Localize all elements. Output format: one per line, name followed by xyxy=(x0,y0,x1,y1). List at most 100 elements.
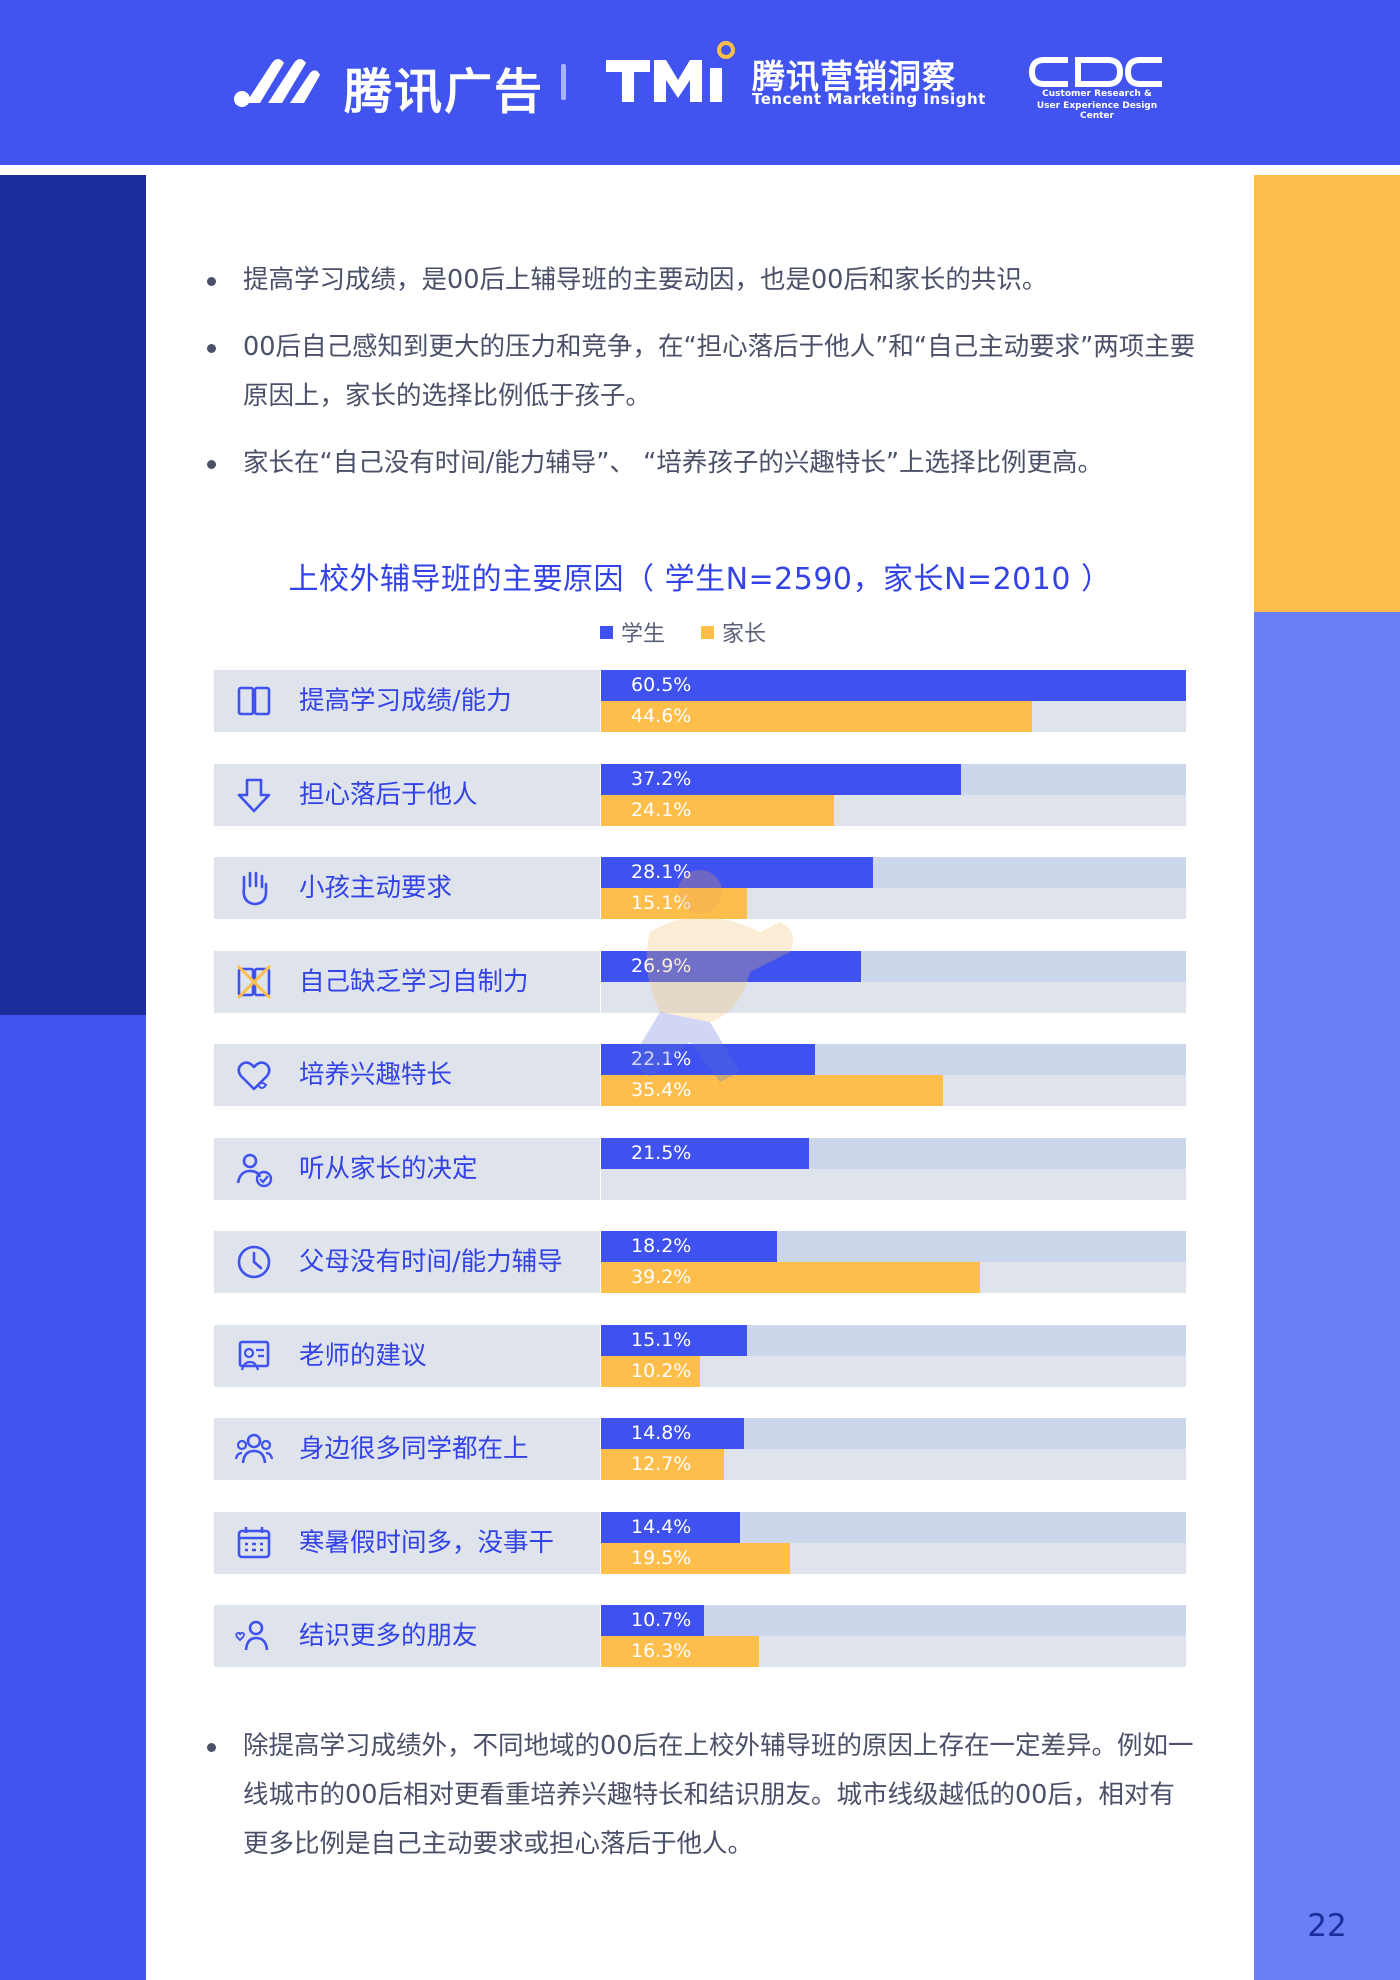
group-icon xyxy=(234,1433,274,1464)
student-bar-track: 37.2% xyxy=(601,763,1186,795)
category-label: 提高学习成绩/能力 xyxy=(299,686,512,716)
parent-bar xyxy=(601,794,834,826)
clock-icon xyxy=(237,1245,271,1279)
legend-item-parent: 家长 xyxy=(701,616,766,648)
chart-row: 身边很多同学都在上 14.8% 12.7% xyxy=(214,1418,1186,1480)
left-deco-blue xyxy=(0,1015,146,1980)
category-label-box: 提高学习成绩/能力 xyxy=(214,670,600,732)
category-label-box: 身边很多同学都在上 xyxy=(214,1418,600,1480)
right-deco-blue xyxy=(1254,612,1400,1980)
parent-bar-track: 19.5% xyxy=(601,1542,1186,1574)
tencent-ads-logo-icon xyxy=(234,59,320,107)
chart-row: 父母没有时间/能力辅导 18.2% 39.2% xyxy=(214,1231,1186,1293)
legend-label-student: 学生 xyxy=(621,622,666,647)
parent-value-label: 24.1% xyxy=(631,798,692,821)
student-bar xyxy=(601,1231,777,1262)
student-value-label: 15.1% xyxy=(631,1328,692,1351)
brand-cdc-subtitle-2: User Experience Design Center xyxy=(1036,101,1158,121)
parent-bar xyxy=(601,701,1032,732)
student-bar xyxy=(601,670,1186,701)
category-label: 培养兴趣特长 xyxy=(299,1060,453,1090)
parent-bar-track: 44.6% xyxy=(601,701,1186,732)
chart-row: 提高学习成绩/能力 60.5% 44.6% xyxy=(214,670,1186,732)
chart-legend: 学生 家长 xyxy=(600,616,766,648)
parent-bar-track: 24.1% xyxy=(601,794,1186,826)
teacher-board-icon xyxy=(238,1340,270,1370)
parent-bar-track: 16.3% xyxy=(601,1636,1186,1667)
chart-row: 寒暑假时间多，没事干 14.4% 19.5% xyxy=(214,1511,1186,1574)
book-icon xyxy=(237,686,271,716)
bullet-item: 家长在“自己没有时间/能力辅导”、 “培养孩子的兴趣特长”上选择比例更高。 xyxy=(205,439,1215,488)
category-label-box: 小孩主动要求 xyxy=(214,857,600,919)
parent-bar xyxy=(601,1262,980,1293)
chart-title: 上校外辅导班的主要原因（ 学生N=2590，家长N=2010 ） xyxy=(288,562,1112,597)
parent-value-label: 10.2% xyxy=(631,1359,692,1382)
conclusion-bullets: 除提高学习成绩外，不同地域的00后在上校外辅导班的原因上存在一定差异。例如一线城… xyxy=(205,1722,1195,1887)
category-label: 听从家长的决定 xyxy=(299,1153,478,1184)
student-value-label: 18.2% xyxy=(631,1235,692,1257)
parent-bar xyxy=(601,1636,759,1667)
chart-row: 听从家长的决定 21.5% xyxy=(214,1137,1186,1200)
chart-row: 老师的建议 15.1% 10.2% xyxy=(214,1324,1186,1387)
category-label: 老师的建议 xyxy=(299,1340,427,1371)
parent-value-label: 44.6% xyxy=(631,705,692,727)
student-bar-track: 18.2% xyxy=(601,1231,1186,1262)
bullet-item: 除提高学习成绩外，不同地域的00后在上校外辅导班的原因上存在一定差异。例如一线城… xyxy=(205,1722,1195,1869)
parent-value-label: 19.5% xyxy=(631,1546,692,1569)
student-bar-track: 60.5% xyxy=(601,670,1186,701)
calendar-icon xyxy=(237,1526,271,1558)
people-check-icon xyxy=(236,1153,273,1187)
student-value-label: 21.5% xyxy=(631,1141,692,1164)
summary-bullets: 提高学习成绩，是00后上辅导班的主要动因，也是00后和家长的共识。 00后自己感… xyxy=(205,256,1215,506)
parent-bar xyxy=(601,1542,790,1574)
raised-hand-icon xyxy=(242,871,268,906)
student-bar-track: 14.4% xyxy=(601,1511,1186,1543)
heart-icon xyxy=(237,1061,271,1091)
category-label-box: 寒暑假时间多，没事干 xyxy=(214,1511,600,1574)
friends-heart-icon xyxy=(235,1620,269,1651)
student-value-label: 37.2% xyxy=(631,767,692,790)
category-label-box: 培养兴趣特长 xyxy=(214,1044,600,1106)
category-label-box: 担心落后于他人 xyxy=(214,763,600,826)
parent-bar-track: 39.2% xyxy=(601,1262,1186,1293)
right-deco-yellow xyxy=(1254,175,1400,612)
category-label-box: 老师的建议 xyxy=(214,1324,600,1387)
brand-tmi-subtitle: Tencent Marketing Insight xyxy=(752,90,986,108)
parent-bar-track: 12.7% xyxy=(601,1449,1186,1480)
category-label-box: 结识更多的朋友 xyxy=(214,1605,600,1667)
legend-swatch-student xyxy=(600,625,613,639)
category-label-box: 听从家长的决定 xyxy=(214,1137,600,1200)
page-header: 腾讯广告 腾讯营销洞察 Tencent Marketing Insight Cu… xyxy=(0,0,1400,165)
parent-bar-track xyxy=(601,1168,1186,1200)
student-value-label: 60.5% xyxy=(631,674,692,696)
category-label: 小孩主动要求 xyxy=(299,873,453,903)
bullet-item: 00后自己感知到更大的压力和竞争，在“担心落后于他人”和“自己主动要求”两项主要… xyxy=(205,323,1215,421)
parent-bar xyxy=(601,1355,700,1387)
cdc-logo-icon xyxy=(1028,57,1162,87)
student-bar-track: 14.8% xyxy=(601,1418,1186,1449)
category-label: 自己缺乏学习自制力 xyxy=(299,966,529,997)
tmi-logo-icon xyxy=(606,41,735,102)
student-bar xyxy=(601,1418,744,1449)
student-bar-track: 10.7% xyxy=(601,1605,1186,1636)
left-deco-navy xyxy=(0,175,146,1015)
legend-label-parent: 家长 xyxy=(722,622,767,647)
category-label-box: 自己缺乏学习自制力 xyxy=(214,950,600,1013)
student-bar xyxy=(601,1511,740,1543)
category-label: 父母没有时间/能力辅导 xyxy=(299,1247,563,1277)
parent-value-label: 16.3% xyxy=(631,1640,692,1662)
crossed-book-icon xyxy=(236,964,272,999)
header-separator xyxy=(561,64,566,100)
chart-row: 担心落后于他人 37.2% 24.1% xyxy=(214,763,1186,826)
running-figure-illustration xyxy=(630,870,794,1082)
legend-swatch-parent xyxy=(701,625,715,639)
category-label: 寒暑假时间多，没事干 xyxy=(299,1527,555,1558)
arrow-down-icon xyxy=(237,778,271,812)
student-bar xyxy=(601,763,961,795)
student-value-label: 10.7% xyxy=(631,1609,692,1631)
category-label: 身边很多同学都在上 xyxy=(299,1434,529,1464)
student-value-label: 14.4% xyxy=(631,1515,692,1538)
legend-item-student: 学生 xyxy=(600,616,665,648)
brand-tmi: 腾讯营销洞察 xyxy=(752,57,956,96)
category-label: 担心落后于他人 xyxy=(299,779,478,810)
